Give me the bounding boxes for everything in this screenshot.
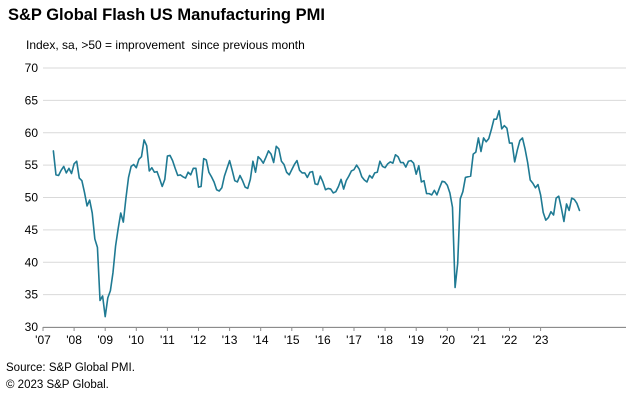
- x-tick-label: '14: [253, 333, 269, 347]
- x-tick-label: '20: [439, 333, 455, 347]
- x-tick-label: '11: [160, 333, 175, 347]
- x-tick-label: '13: [222, 333, 238, 347]
- y-tick-label: 65: [25, 93, 39, 107]
- y-tick-label: 50: [25, 191, 39, 205]
- y-tick-label: 40: [25, 255, 39, 269]
- x-tick-label: '19: [408, 333, 424, 347]
- x-tick-label: '09: [97, 333, 113, 347]
- chart-subtitle: Index, sa, >50 = improvement since previ…: [26, 38, 305, 52]
- y-tick-label: 45: [25, 223, 39, 237]
- source-line: Source: S&P Global PMI.: [6, 362, 135, 374]
- x-tick-label: '21: [471, 333, 487, 347]
- copyright-line: © 2023 S&P Global.: [6, 379, 109, 391]
- source-note: Source: S&P Global PMI. © 2023 S&P Globa…: [6, 360, 135, 394]
- x-tick-label: '23: [533, 333, 549, 347]
- x-tick-label: '18: [377, 333, 393, 347]
- x-tick-label: '08: [66, 333, 82, 347]
- y-tick-label: 60: [25, 126, 39, 140]
- x-tick-label: '16: [315, 333, 331, 347]
- x-tick-label: '15: [284, 333, 300, 347]
- y-tick-label: 30: [25, 320, 39, 334]
- x-tick-label: '22: [502, 333, 518, 347]
- pmi-series-line: [52, 109, 581, 318]
- y-tick-label: 35: [25, 288, 39, 302]
- y-tick-label: 70: [25, 61, 39, 75]
- x-tick-label: '07: [35, 333, 51, 347]
- x-tick-label: '10: [128, 333, 144, 347]
- x-tick-label: '17: [346, 333, 362, 347]
- y-tick-label: 55: [25, 158, 39, 172]
- x-tick-label: '12: [191, 333, 207, 347]
- chart-title: S&P Global Flash US Manufacturing PMI: [8, 6, 325, 24]
